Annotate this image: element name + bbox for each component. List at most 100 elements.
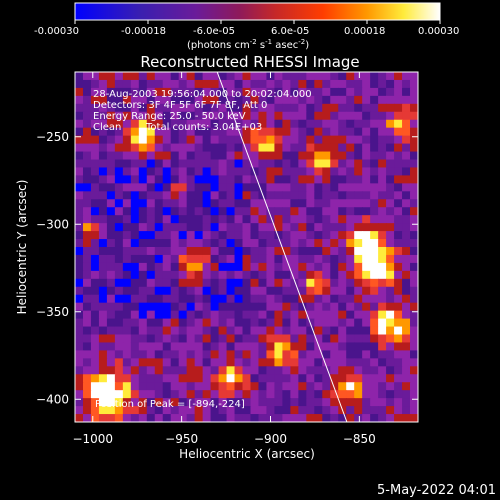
heatmap-cell bbox=[210, 398, 220, 407]
heatmap-cell bbox=[362, 151, 371, 161]
heatmap-cell bbox=[346, 119, 355, 129]
heatmap-cell bbox=[202, 207, 212, 216]
heatmap-cell bbox=[178, 270, 188, 280]
heatmap-cell bbox=[170, 95, 180, 105]
heatmap-cell bbox=[266, 302, 276, 312]
heatmap-cell bbox=[242, 127, 252, 137]
heatmap-cell bbox=[370, 151, 379, 161]
heatmap-cell bbox=[354, 167, 363, 176]
heatmap-cell bbox=[186, 350, 196, 359]
heatmap-cell bbox=[250, 302, 260, 312]
heatmap-cell bbox=[226, 334, 236, 344]
heatmap-cell bbox=[242, 302, 252, 312]
heatmap-cell bbox=[146, 398, 156, 407]
heatmap-cell bbox=[314, 374, 323, 383]
heatmap-cell bbox=[218, 143, 228, 153]
heatmap-cell bbox=[178, 406, 188, 415]
colorbar-tick-label: -0.00018 bbox=[121, 26, 166, 37]
colorbar bbox=[74, 2, 441, 21]
heatmap-cell bbox=[82, 390, 92, 399]
x-tick-label: −850 bbox=[343, 432, 376, 446]
heatmap-cell bbox=[370, 318, 379, 328]
heatmap-cell bbox=[306, 302, 315, 312]
heatmap-cell bbox=[130, 286, 140, 296]
heatmap-cell bbox=[242, 350, 252, 359]
heatmap-cell bbox=[242, 95, 252, 105]
heatmap-cell bbox=[250, 159, 260, 169]
heatmap-cell bbox=[258, 223, 268, 232]
heatmap-cell bbox=[106, 270, 116, 280]
heatmap-cell bbox=[90, 127, 100, 137]
heatmap-cell bbox=[282, 175, 291, 184]
heatmap-cell bbox=[98, 79, 108, 89]
heatmap-cell bbox=[410, 302, 418, 312]
heatmap-cell bbox=[410, 119, 418, 129]
heatmap-cell bbox=[322, 135, 331, 145]
heatmap-cell bbox=[330, 294, 339, 304]
heatmap-cell bbox=[98, 326, 108, 336]
heatmap-cell bbox=[362, 215, 371, 224]
heatmap-cell bbox=[354, 374, 363, 383]
heatmap-cell bbox=[130, 87, 140, 97]
heatmap-cell bbox=[186, 382, 196, 391]
heatmap-cell bbox=[114, 294, 124, 304]
heatmap-cell bbox=[266, 95, 276, 105]
heatmap-cell bbox=[298, 127, 307, 137]
heatmap-cell bbox=[378, 231, 387, 240]
heatmap-cell bbox=[250, 151, 260, 161]
heatmap-cell bbox=[90, 390, 100, 399]
heatmap-cell bbox=[266, 247, 276, 256]
heatmap-cell bbox=[82, 254, 92, 264]
heatmap-cell bbox=[338, 79, 347, 89]
heatmap-cell bbox=[402, 231, 411, 240]
heatmap-cell bbox=[402, 374, 411, 383]
heatmap-cell bbox=[234, 247, 244, 256]
heatmap-cell bbox=[106, 254, 116, 264]
heatmap-cell bbox=[170, 374, 180, 383]
heatmap-cell bbox=[218, 318, 228, 328]
heatmap-cell bbox=[178, 366, 188, 375]
heatmap-cell bbox=[298, 247, 307, 256]
heatmap-cell bbox=[90, 278, 100, 288]
heatmap-cell bbox=[242, 334, 252, 344]
heatmap-cell bbox=[114, 374, 124, 383]
heatmap-cell bbox=[234, 175, 244, 184]
heatmap-cell bbox=[322, 95, 331, 105]
heatmap-cell bbox=[394, 215, 403, 224]
heatmap-cell bbox=[202, 247, 212, 256]
heatmap-cell bbox=[194, 382, 204, 391]
heatmap-cell bbox=[234, 151, 244, 161]
heatmap-cell bbox=[75, 111, 84, 121]
heatmap-cell bbox=[218, 87, 228, 97]
heatmap-cell bbox=[202, 310, 212, 320]
heatmap-cell bbox=[210, 119, 220, 129]
heatmap-cell bbox=[138, 199, 148, 208]
heatmap-cell bbox=[98, 382, 108, 391]
heatmap-cell bbox=[202, 135, 212, 145]
heatmap-cell bbox=[370, 103, 379, 113]
heatmap-cell bbox=[82, 262, 92, 272]
heatmap-cell bbox=[106, 159, 116, 169]
heatmap-cell bbox=[75, 318, 84, 328]
heatmap-cell bbox=[394, 135, 403, 145]
heatmap-cell bbox=[290, 390, 299, 399]
heatmap-cell bbox=[258, 207, 268, 216]
heatmap-cell bbox=[362, 374, 371, 383]
heatmap-cell bbox=[362, 183, 371, 192]
heatmap-cell bbox=[170, 72, 180, 81]
heatmap-cell bbox=[138, 111, 148, 121]
heatmap-cell bbox=[90, 199, 100, 208]
heatmap-cell bbox=[138, 326, 148, 336]
heatmap-cell bbox=[370, 254, 379, 264]
heatmap-cell bbox=[98, 72, 108, 81]
heatmap-cell bbox=[186, 310, 196, 320]
heatmap-cell bbox=[346, 334, 355, 344]
heatmap-cell bbox=[170, 143, 180, 153]
heatmap-cell bbox=[170, 111, 180, 121]
heatmap-cell bbox=[226, 294, 236, 304]
heatmap-cell bbox=[250, 143, 260, 153]
heatmap-cell bbox=[314, 318, 323, 328]
heatmap-cell bbox=[226, 231, 236, 240]
heatmap-cell bbox=[298, 151, 307, 161]
heatmap-cell bbox=[146, 278, 156, 288]
